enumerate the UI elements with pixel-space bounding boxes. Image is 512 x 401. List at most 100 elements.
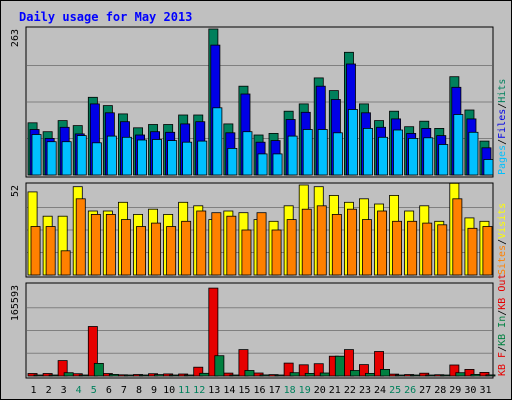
bar-sites-day-29 bbox=[452, 198, 463, 276]
bar-kb-in-day-15 bbox=[244, 370, 255, 377]
day-label-17: 17 bbox=[269, 385, 281, 396]
day-label-14: 14 bbox=[223, 385, 235, 396]
bar-sites-day-20 bbox=[316, 205, 327, 276]
bar-pages-day-31 bbox=[483, 159, 494, 176]
day-label-30: 30 bbox=[464, 385, 476, 396]
legend-labels: Sites/Visits bbox=[497, 203, 508, 275]
bar-kb-in-day-9 bbox=[154, 374, 165, 377]
bar-pages-day-24 bbox=[378, 136, 389, 176]
bar-kb-in-day-11 bbox=[184, 374, 195, 377]
legend-label: KB F bbox=[497, 352, 508, 376]
day-label-31: 31 bbox=[479, 385, 491, 396]
bar-kb-in-day-3 bbox=[63, 372, 74, 377]
bar-sites-day-6 bbox=[105, 213, 116, 276]
bar-pages-day-5 bbox=[91, 142, 102, 176]
bar-sites-day-19 bbox=[301, 208, 312, 276]
legend-label: Visits bbox=[497, 203, 508, 239]
legend-separator: / bbox=[497, 310, 508, 316]
day-label-12: 12 bbox=[193, 385, 205, 396]
day-label-23: 23 bbox=[359, 385, 371, 396]
bar-kb-in-day-25 bbox=[395, 374, 406, 377]
y-max-label: 52 bbox=[10, 185, 21, 197]
bar-kb-in-day-18 bbox=[289, 372, 300, 377]
bar-kb-in-day-17 bbox=[274, 374, 285, 377]
bar-kb-out-day-24 bbox=[374, 351, 385, 377]
bar-kb-in-day-26 bbox=[410, 374, 421, 377]
bar-sites-day-1 bbox=[30, 226, 41, 276]
day-label-21: 21 bbox=[329, 385, 341, 396]
legend-label: Sites bbox=[497, 245, 508, 275]
bar-pages-day-22 bbox=[347, 109, 358, 176]
legend-label: Hits bbox=[497, 79, 508, 103]
bar-kb-in-day-16 bbox=[259, 374, 270, 377]
bar-pages-day-16 bbox=[257, 153, 268, 176]
bar-sites-day-14 bbox=[226, 215, 237, 276]
bar-sites-day-4 bbox=[75, 198, 86, 276]
bar-kb-in-day-23 bbox=[364, 372, 375, 377]
legend-separator: / bbox=[497, 103, 508, 109]
bar-kb-out-day-18 bbox=[283, 362, 294, 377]
bar-pages-day-19 bbox=[302, 129, 313, 176]
bar-kb-in-day-13 bbox=[214, 355, 225, 377]
bar-kb-in-day-24 bbox=[380, 368, 391, 377]
day-label-2: 2 bbox=[46, 385, 52, 396]
bar-pages-day-28 bbox=[438, 144, 449, 176]
bar-sites-day-31 bbox=[482, 226, 493, 276]
day-label-9: 9 bbox=[151, 385, 157, 396]
day-label-10: 10 bbox=[163, 385, 175, 396]
day-label-24: 24 bbox=[374, 385, 386, 396]
bar-kb-in-day-5 bbox=[93, 362, 104, 377]
bar-kb-in-day-2 bbox=[48, 374, 59, 377]
day-label-16: 16 bbox=[253, 385, 265, 396]
day-label-15: 15 bbox=[238, 385, 250, 396]
day-label-8: 8 bbox=[136, 385, 142, 396]
bar-pages-day-3 bbox=[61, 141, 72, 176]
bar-sites-day-9 bbox=[151, 222, 162, 276]
day-label-13: 13 bbox=[208, 385, 220, 396]
day-label-25: 25 bbox=[389, 385, 401, 396]
bar-kb-in-day-4 bbox=[78, 374, 89, 377]
bar-sites-day-13 bbox=[211, 212, 222, 276]
bar-kb-in-day-1 bbox=[33, 374, 44, 377]
bar-sites-day-16 bbox=[256, 212, 267, 276]
bar-kb-in-day-28 bbox=[440, 374, 451, 377]
bar-sites-day-10 bbox=[166, 226, 177, 276]
bar-kb-in-day-10 bbox=[169, 374, 180, 377]
day-label-5: 5 bbox=[91, 385, 97, 396]
bar-pages-day-23 bbox=[362, 128, 373, 176]
bar-sites-day-12 bbox=[196, 210, 207, 276]
legend-label: KB Out bbox=[497, 274, 508, 310]
bar-kb-out-day-20 bbox=[313, 363, 324, 377]
bar-pages-day-20 bbox=[317, 129, 328, 176]
bar-pages-day-4 bbox=[76, 135, 87, 176]
bar-pages-day-9 bbox=[152, 139, 163, 176]
day-label-18: 18 bbox=[284, 385, 296, 396]
bar-sites-day-28 bbox=[437, 224, 448, 276]
bar-sites-day-30 bbox=[467, 227, 478, 276]
legend-separator: / bbox=[497, 346, 508, 352]
bar-pages-day-30 bbox=[468, 131, 479, 176]
bar-sites-day-3 bbox=[60, 250, 71, 276]
legend-separator: / bbox=[497, 139, 508, 145]
day-label-19: 19 bbox=[299, 385, 311, 396]
legend-separator: / bbox=[497, 239, 508, 245]
day-label-11: 11 bbox=[178, 385, 190, 396]
bar-kb-out-day-15 bbox=[238, 349, 249, 377]
bar-pages-day-6 bbox=[106, 135, 117, 176]
bar-pages-day-26 bbox=[408, 137, 419, 176]
bar-pages-day-2 bbox=[46, 141, 57, 176]
bar-kb-in-day-14 bbox=[229, 374, 240, 377]
bar-sites-day-17 bbox=[271, 229, 282, 276]
bar-kb-in-day-22 bbox=[349, 370, 360, 377]
bar-pages-day-18 bbox=[287, 135, 298, 176]
bar-kb-in-day-31 bbox=[485, 374, 496, 377]
bar-sites-day-5 bbox=[90, 213, 101, 276]
bar-pages-day-25 bbox=[393, 129, 404, 176]
bar-pages-day-29 bbox=[453, 114, 464, 176]
day-label-6: 6 bbox=[106, 385, 112, 396]
bar-pages-day-14 bbox=[227, 147, 238, 176]
bar-pages-day-1 bbox=[31, 134, 42, 176]
